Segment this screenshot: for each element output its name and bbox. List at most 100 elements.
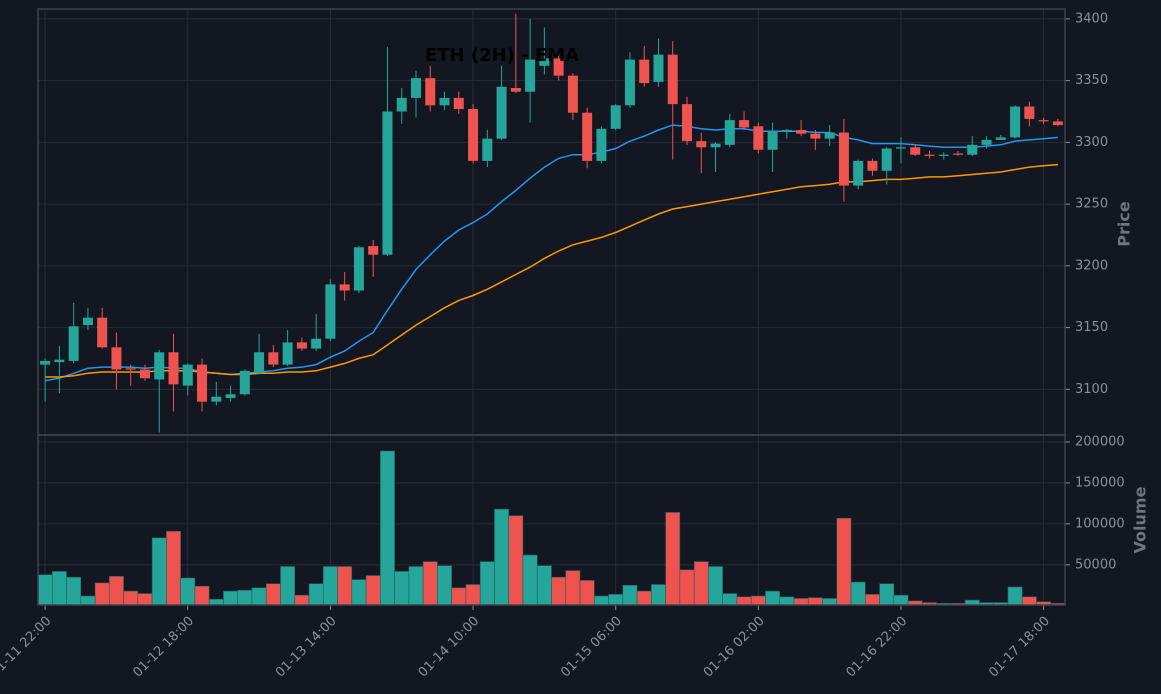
volume-bar xyxy=(408,566,424,606)
volume-bar xyxy=(608,594,624,606)
volume-bar xyxy=(665,512,681,606)
candle-body xyxy=(810,133,821,139)
candle-body xyxy=(225,394,236,398)
volume-bar xyxy=(722,593,738,606)
candle-body xyxy=(724,120,735,145)
candle-body xyxy=(924,154,935,156)
volume-bar xyxy=(94,582,110,606)
candle-body xyxy=(653,54,664,82)
candle-body xyxy=(382,111,393,255)
candle-body xyxy=(767,131,778,150)
volume-bar xyxy=(465,584,481,606)
volume-bar xyxy=(579,580,595,606)
y-tick-label: 3100 xyxy=(1075,382,1108,397)
candle-body xyxy=(510,88,521,92)
volume-bar xyxy=(280,566,296,606)
candle-body xyxy=(824,132,835,139)
volume-bar xyxy=(237,589,253,606)
volume-bar xyxy=(708,566,723,606)
candle-body xyxy=(967,144,978,155)
y-axis-label: Volume xyxy=(1131,486,1150,553)
candle-body xyxy=(154,352,165,380)
volume-bar xyxy=(494,508,510,606)
volume-bar xyxy=(736,596,752,606)
volume-bar xyxy=(422,561,438,606)
candle-body xyxy=(168,352,179,385)
candle-body xyxy=(339,284,350,291)
volume-bar xyxy=(522,554,538,606)
candle-body xyxy=(624,59,635,106)
candle-body xyxy=(639,59,650,84)
volume-bar xyxy=(750,595,766,606)
candle-body xyxy=(496,86,507,139)
candle-body xyxy=(111,347,122,370)
candle-body xyxy=(539,58,550,66)
y-axis-label: Price xyxy=(1115,201,1134,247)
y-tick-label: 50000 xyxy=(1075,557,1116,572)
volume-bar xyxy=(765,590,781,606)
volume-bar xyxy=(793,598,809,606)
candle-body xyxy=(296,342,307,349)
candle-body xyxy=(938,154,949,156)
volume-bar xyxy=(807,597,823,606)
volume-bar xyxy=(337,566,353,606)
candle-body xyxy=(995,137,1006,140)
volume-bar xyxy=(51,571,67,606)
volume-bar xyxy=(679,569,695,606)
candle-body xyxy=(1010,106,1021,138)
volume-bar xyxy=(123,590,139,606)
volume-bar xyxy=(565,570,581,606)
volume-bar xyxy=(208,598,224,606)
candle-body xyxy=(268,352,279,365)
candle-body xyxy=(425,78,436,106)
candle-body xyxy=(710,143,721,148)
candle-body xyxy=(1052,121,1063,126)
volume-bar xyxy=(836,517,852,606)
candle-body xyxy=(582,112,593,161)
candle-body xyxy=(739,120,750,128)
candle-body xyxy=(796,130,807,134)
y-tick-label: 3250 xyxy=(1075,197,1108,212)
volume-bar xyxy=(37,574,53,606)
candle-body xyxy=(953,153,964,155)
volume-bar xyxy=(508,515,524,606)
candle-body xyxy=(82,317,93,326)
volume-bar xyxy=(166,530,181,606)
volume-bar xyxy=(294,594,310,606)
ema-line xyxy=(45,163,1058,378)
candle-body xyxy=(553,58,564,76)
volume-bar xyxy=(109,576,124,606)
volume-bar xyxy=(80,595,96,606)
candle-body xyxy=(68,326,79,361)
candle-body xyxy=(453,97,464,110)
volume-bar xyxy=(651,584,666,606)
candle-body xyxy=(211,396,222,402)
candle-body xyxy=(525,59,536,92)
volume-bar xyxy=(194,585,210,606)
volume-frame xyxy=(37,434,1066,606)
candle-body xyxy=(1038,120,1049,122)
candle-body xyxy=(567,75,578,113)
y-tick-label: 3400 xyxy=(1075,11,1108,26)
y-tick-label: 3350 xyxy=(1075,73,1108,88)
volume-bar xyxy=(879,583,895,606)
candle-body xyxy=(97,317,108,348)
candle-body xyxy=(468,109,479,161)
candle-body xyxy=(853,160,864,186)
volume-bar xyxy=(551,576,567,606)
chart-title: ETH (2H) - EMA xyxy=(425,45,579,66)
candle-body xyxy=(910,147,921,155)
volume-bar xyxy=(779,596,795,606)
candle-body xyxy=(311,338,322,349)
candle-body xyxy=(139,369,150,379)
candle-body xyxy=(482,138,493,161)
candle-body xyxy=(40,360,51,365)
candle-body xyxy=(410,78,421,98)
candle-body xyxy=(867,160,878,171)
volume-bar xyxy=(636,590,652,606)
candle-body xyxy=(596,128,607,161)
volume-bar xyxy=(137,593,153,606)
volume-bar xyxy=(1021,596,1037,606)
volume-bar xyxy=(451,587,467,606)
candle-body xyxy=(239,370,250,395)
